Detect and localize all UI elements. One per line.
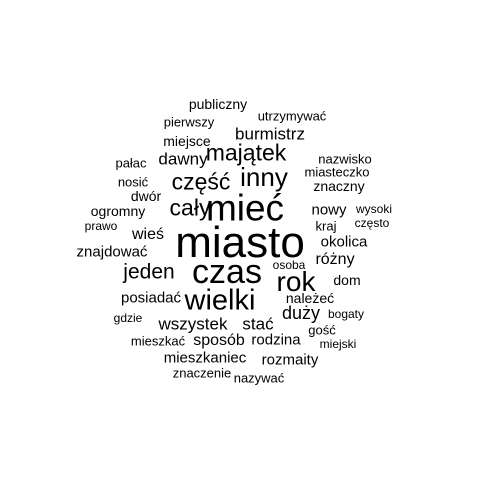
- word-burmistrz: burmistrz: [235, 124, 305, 144]
- word-ogromny: ogromny: [90, 203, 146, 219]
- word-czas: czas: [192, 253, 262, 291]
- word-mieszkac: mieszkać: [130, 333, 186, 349]
- word-publiczny: publiczny: [188, 96, 248, 112]
- word-nazywac: nazywać: [233, 370, 285, 386]
- word-rok: rok: [276, 266, 316, 297]
- word-dom: dom: [333, 272, 361, 288]
- word-stac: stać: [242, 314, 274, 334]
- word-nosic: nosić: [117, 174, 149, 190]
- word-jeden: jeden: [123, 260, 175, 284]
- word-czesc: część: [171, 168, 231, 195]
- word-rozmaity: rozmaity: [261, 351, 319, 369]
- word-duzy: duży: [281, 303, 321, 323]
- word-majatek: majątek: [205, 139, 287, 166]
- word-nalezec: należeć: [285, 290, 335, 306]
- word-kraj: kraj: [315, 218, 337, 234]
- word-sposob: sposób: [193, 332, 245, 349]
- word-caly: cały: [169, 194, 211, 221]
- word-miasteczko: miasteczko: [304, 164, 370, 180]
- word-wielki: wielki: [184, 284, 256, 317]
- word-znaczny: znaczny: [313, 178, 365, 194]
- word-nowy: nowy: [311, 201, 347, 219]
- word-posiadac: posiadać: [120, 289, 182, 307]
- word-miejsce: miejsce: [163, 133, 211, 149]
- word-rozny: różny: [315, 251, 355, 268]
- word-znaczenie: znaczenie: [172, 365, 232, 381]
- word-miejski: miejski: [319, 337, 357, 351]
- word-dawny: dawny: [158, 149, 208, 169]
- word-palac: pałac: [115, 155, 147, 171]
- word-miec: mieć: [205, 187, 285, 229]
- word-prawo: prawo: [84, 219, 118, 233]
- word-znajdowac: znajdować: [76, 243, 148, 261]
- word-wszystek: wszystek: [158, 314, 228, 334]
- word-mieszkaniec: mieszkaniec: [163, 349, 247, 367]
- word-miasto: miasto: [175, 218, 305, 267]
- word-czesto: często: [354, 216, 390, 230]
- word-bogaty: bogaty: [327, 307, 365, 321]
- word-gdzie: gdzie: [113, 311, 143, 325]
- word-wies: wieś: [131, 226, 165, 243]
- word-okolica: okolica: [320, 233, 368, 251]
- word-inny: inny: [240, 162, 288, 192]
- word-osoba: osoba: [272, 258, 306, 272]
- word-dwor: dwór: [130, 188, 162, 204]
- word-rodzina: rodzina: [251, 331, 301, 349]
- word-utrzymywac: utrzymywać: [257, 108, 327, 124]
- word-wysoki: wysoki: [355, 202, 393, 216]
- word-gosc: gość: [308, 322, 336, 338]
- word-pierwszy: pierwszy: [163, 114, 215, 130]
- word-nazwisko: nazwisko: [318, 151, 372, 167]
